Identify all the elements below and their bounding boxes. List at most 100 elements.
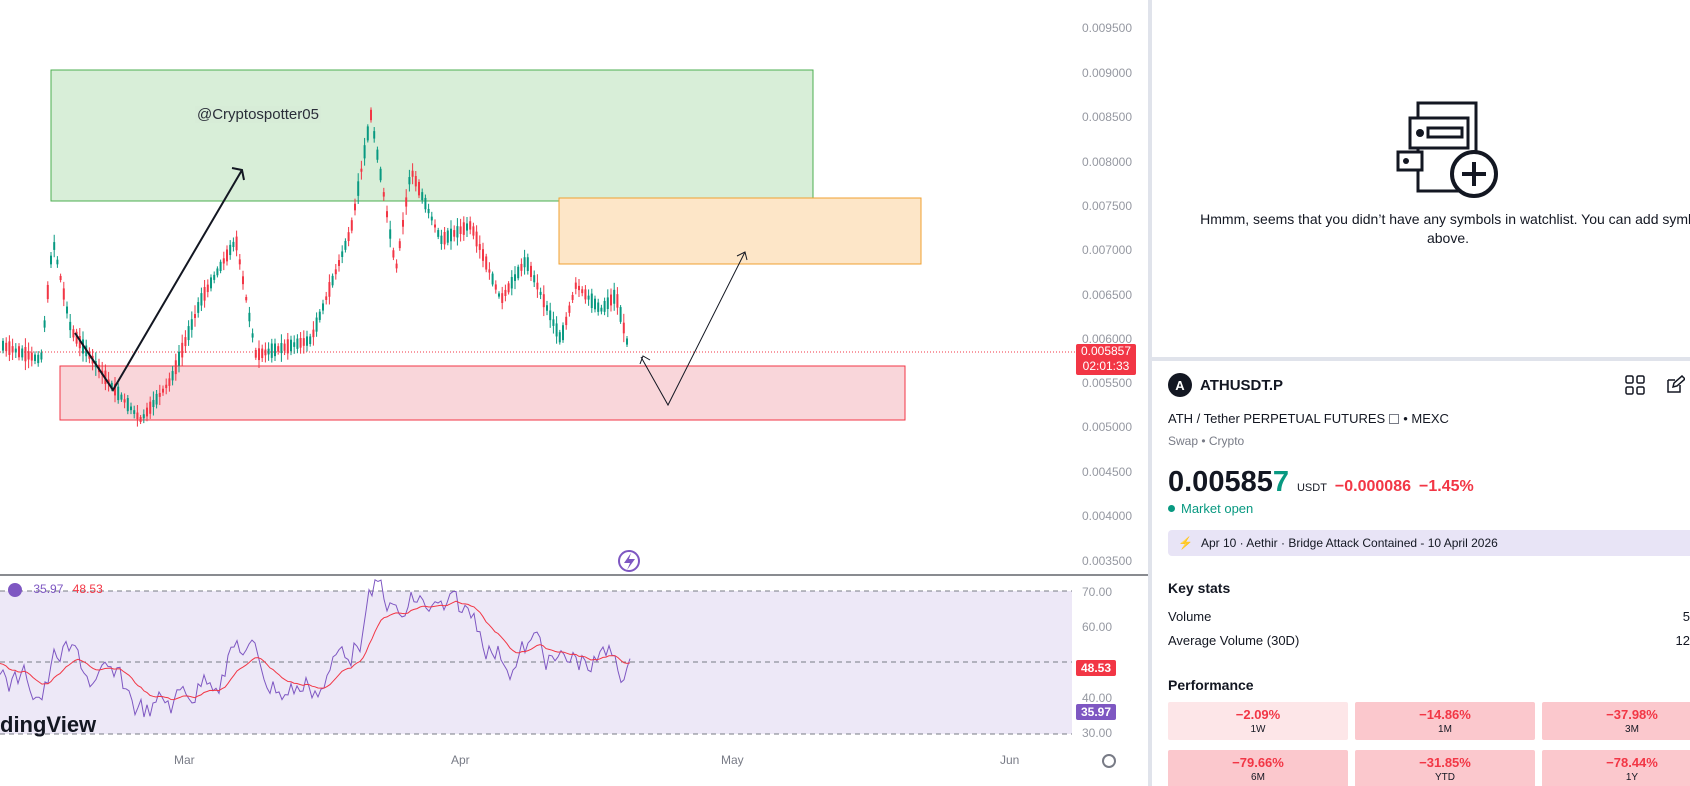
candle-body	[472, 226, 475, 236]
candle-body	[600, 307, 603, 312]
price-axis-label: 0.006000	[1081, 332, 1132, 346]
candle-body	[56, 259, 59, 265]
rsi-settings-icon[interactable]	[8, 582, 22, 597]
candle-body	[270, 343, 273, 358]
price-chart[interactable]	[0, 0, 1148, 786]
candle-body	[430, 216, 433, 221]
candle-body	[245, 296, 248, 301]
candle-body	[510, 276, 513, 289]
lightning-icon	[624, 553, 635, 570]
candle-body	[8, 341, 11, 355]
candle-body	[402, 219, 404, 227]
candle-body	[590, 293, 593, 309]
candle-body	[610, 294, 612, 306]
settings-gear-icon[interactable]	[1102, 754, 1116, 768]
candle-body	[373, 131, 376, 139]
price-axis-label: 0.004000	[1081, 509, 1132, 523]
candle-body	[338, 260, 340, 266]
candle-body	[30, 352, 33, 361]
candle-body	[606, 297, 609, 309]
candle-body	[171, 371, 174, 381]
candle-body	[459, 226, 462, 235]
candle-body	[5, 342, 8, 352]
candle-body	[482, 249, 484, 261]
time-axis-label: Jun	[1000, 753, 1020, 767]
candle-body	[53, 242, 56, 250]
symbol-exchange[interactable]: • MEXC	[1403, 411, 1449, 426]
candle-body	[626, 338, 628, 345]
candle-body	[424, 197, 427, 210]
candle-body	[27, 351, 30, 360]
symbol-description[interactable]: ATH / Tether PERPETUAL FUTURES	[1168, 411, 1386, 426]
candle-body	[203, 287, 206, 301]
stat-label: Average Volume (30D)	[1168, 633, 1300, 648]
panel-divider[interactable]	[1152, 357, 1690, 361]
price-axis-label: 0.007500	[1081, 199, 1132, 213]
performance-cell[interactable]: −78.44% 1Y	[1542, 750, 1690, 786]
stat-value: 5	[1682, 609, 1690, 624]
candle-body	[354, 203, 356, 211]
candle-body	[446, 230, 449, 243]
price-axis-label: 0.008000	[1081, 155, 1132, 169]
right-sidebar: Hmmm, seems that you didn’t have any sym…	[1152, 0, 1690, 786]
support-zone-rectangle	[59, 365, 906, 421]
candle-body	[152, 399, 155, 407]
candle-body	[168, 378, 171, 386]
news-banner[interactable]: ⚡ Apr 10 · Aethir · Bridge Attack Contai…	[1168, 530, 1690, 556]
time-axis-label: Apr	[451, 753, 470, 767]
candle-body	[219, 261, 222, 271]
performance-cell[interactable]: −31.85% YTD	[1355, 750, 1535, 786]
candle-body	[613, 289, 616, 304]
grid-layout-icon[interactable]	[1624, 374, 1646, 396]
candle-body	[264, 349, 267, 356]
candle-body	[530, 265, 532, 277]
performance-cell[interactable]: −2.09% 1W	[1168, 702, 1348, 740]
candle-body	[331, 275, 334, 286]
panel-resize-handle[interactable]	[1148, 0, 1152, 786]
rsi-value-tag: 35.97	[1076, 704, 1116, 720]
performance-value: −2.09%	[1235, 707, 1281, 722]
price-axis-label: 0.005000	[1081, 420, 1132, 434]
price-axis-label: 0.008500	[1081, 110, 1132, 124]
market-status-text: Market open	[1181, 501, 1254, 516]
performance-cell[interactable]: −79.66% 6M	[1168, 750, 1348, 786]
edit-note-icon[interactable]	[1664, 374, 1686, 396]
candle-body	[382, 192, 385, 197]
time-axis-label: May	[721, 753, 744, 767]
candle-body	[66, 306, 68, 314]
stat-row: Volume 5	[1168, 609, 1690, 624]
key-stats-title: Key stats	[1168, 580, 1231, 596]
symbol-description-row: ATH / Tether PERPETUAL FUTURES • MEXC	[1168, 411, 1449, 426]
price-change: −0.000086	[1334, 478, 1411, 495]
candle-body	[24, 347, 27, 362]
candle-body	[488, 269, 491, 273]
candle-body	[210, 277, 212, 289]
candle-body	[501, 293, 504, 303]
candle-body	[360, 168, 363, 172]
performance-cell[interactable]: −14.86% 1M	[1355, 702, 1535, 740]
news-headline[interactable]: Apr 10 · Aethir · Bridge Attack Containe…	[1200, 536, 1498, 550]
candle-body	[523, 257, 526, 268]
candle-body	[261, 348, 264, 359]
candle-body	[581, 289, 584, 294]
performance-period: 1Y	[1625, 772, 1639, 783]
chart-pane[interactable]: @Cryptospotter05 0.009500 0.009000 0.008…	[0, 0, 1148, 786]
candle-body	[178, 351, 180, 366]
last-price: 0.005857	[1168, 466, 1289, 499]
candle-body	[322, 303, 324, 311]
watchlist-panel: Hmmm, seems that you didn’t have any sym…	[1152, 0, 1690, 357]
candle-body	[197, 302, 200, 313]
candle-body	[494, 284, 497, 290]
candle-body	[194, 314, 196, 318]
candle-body	[280, 343, 283, 354]
symbol-ticker[interactable]: ATHUSDT.P	[1200, 376, 1284, 394]
performance-cell[interactable]: −37.98% 3M	[1542, 702, 1690, 740]
external-link-icon[interactable]	[1389, 413, 1400, 424]
candle-body	[18, 346, 20, 358]
candle-body	[126, 398, 129, 412]
candle-body	[235, 236, 238, 251]
rsi-axis-label: 30.00	[1081, 726, 1112, 740]
current-price-value: 0.005857	[1080, 344, 1132, 358]
candle-body	[43, 320, 46, 328]
candle-body	[258, 348, 260, 361]
